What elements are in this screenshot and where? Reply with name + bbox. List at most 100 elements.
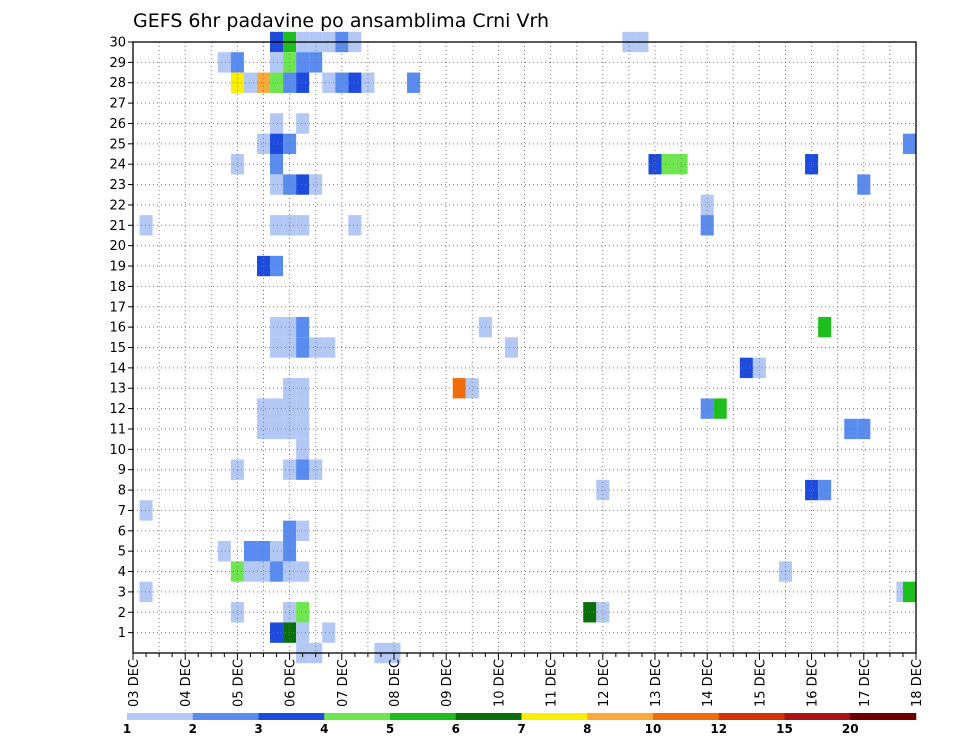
x-tick-label: 10 DEC xyxy=(492,659,507,707)
x-tick-label: 11 DEC xyxy=(545,659,560,707)
x-tick-label: 05 DEC xyxy=(231,659,246,707)
heatmap-cell xyxy=(322,622,336,643)
y-tick-label: 5 xyxy=(118,545,126,560)
heatmap-cell xyxy=(256,133,271,155)
heatmap-cell xyxy=(296,520,310,541)
heatmap-cell xyxy=(270,215,284,236)
heatmap-cell xyxy=(700,215,714,236)
colorbar-swatch xyxy=(521,713,588,720)
heatmap-cell xyxy=(270,255,284,277)
y-tick-label: 8 xyxy=(118,484,126,499)
heatmap-cell xyxy=(139,581,153,603)
colorbar-label: 8 xyxy=(583,722,591,736)
y-axis-ticks: 1234567891011121314151617181920212223242… xyxy=(109,36,133,641)
colorbar-label: 12 xyxy=(710,722,727,736)
heatmap-cell xyxy=(270,540,284,562)
heatmap-cell xyxy=(322,72,336,93)
heatmap-cell xyxy=(648,154,662,175)
x-tick-label: 12 DEC xyxy=(597,659,612,707)
y-tick-label: 21 xyxy=(109,219,126,234)
heatmap-cell xyxy=(739,357,753,379)
y-tick-label: 30 xyxy=(109,36,126,51)
x-tick-label: 17 DEC xyxy=(858,659,873,707)
colorbar-label: 3 xyxy=(254,722,262,736)
heatmap-cell xyxy=(270,72,284,93)
heatmap-cell xyxy=(309,459,323,480)
heatmap-cell xyxy=(296,602,310,623)
heatmap-cell xyxy=(296,398,310,419)
heatmap-cell xyxy=(256,561,271,582)
colorbar-swatch xyxy=(192,713,259,720)
y-tick-label: 22 xyxy=(109,198,126,213)
y-tick-label: 11 xyxy=(109,422,126,437)
heatmap-cell xyxy=(256,418,271,440)
heatmap-cells xyxy=(139,31,916,664)
colorbar-label: 15 xyxy=(776,722,793,736)
heatmap-cell xyxy=(243,540,257,562)
heatmap-cell xyxy=(296,72,310,93)
y-tick-label: 6 xyxy=(118,524,126,539)
colorbar-label: 5 xyxy=(386,722,394,736)
colorbar-legend: 1 2 3 4 5 6 7 8 10 12 15 20 xyxy=(123,713,917,736)
y-tick-label: 10 xyxy=(109,443,126,458)
y-tick-label: 20 xyxy=(109,239,126,254)
heatmap-cell xyxy=(296,113,310,134)
y-tick-label: 7 xyxy=(118,504,126,519)
heatmap-cell xyxy=(217,540,231,562)
x-tick-label: 09 DEC xyxy=(440,659,455,707)
x-tick-label: 04 DEC xyxy=(179,659,194,707)
heatmap-cell xyxy=(296,418,310,440)
heatmap-cell xyxy=(805,154,819,175)
heatmap-cell xyxy=(713,398,727,419)
colorbar-label: 4 xyxy=(320,722,328,736)
heatmap-cell xyxy=(270,52,284,73)
heatmap-cell xyxy=(270,418,284,440)
heatmap-cell xyxy=(452,378,466,399)
heatmap-cell xyxy=(243,561,257,582)
heatmap-cell xyxy=(596,602,610,623)
heatmap-cell xyxy=(270,154,284,175)
heatmap-cell xyxy=(256,540,271,562)
y-tick-label: 18 xyxy=(109,280,126,295)
y-tick-label: 25 xyxy=(109,137,126,152)
y-tick-label: 9 xyxy=(118,463,126,478)
heatmap-cell xyxy=(296,337,310,358)
x-tick-label: 18 DEC xyxy=(910,659,925,707)
heatmap-cell xyxy=(270,113,284,134)
colorbar-swatch xyxy=(258,713,325,720)
grid-lines xyxy=(133,41,916,653)
heatmap-cell xyxy=(309,174,323,195)
y-tick-label: 17 xyxy=(109,300,126,315)
heatmap-cell xyxy=(270,398,284,419)
heatmap-cell xyxy=(217,52,231,73)
heatmap-cell xyxy=(256,398,271,419)
colorbar-swatch xyxy=(850,713,917,720)
heatmap-cell xyxy=(296,561,310,582)
heatmap-cell xyxy=(296,174,310,195)
y-tick-label: 2 xyxy=(118,606,126,621)
y-tick-label: 12 xyxy=(109,402,126,417)
heatmap-cell xyxy=(296,622,310,643)
x-tick-label: 03 DEC xyxy=(127,659,142,707)
x-tick-label: 08 DEC xyxy=(388,659,403,707)
colorbar-label: 1 xyxy=(123,722,131,736)
heatmap-cell xyxy=(296,215,310,236)
heatmap-cell xyxy=(818,479,832,501)
heatmap-cell xyxy=(322,337,336,358)
heatmap-cell xyxy=(270,561,284,582)
heatmap-cell xyxy=(700,398,714,419)
heatmap-cell xyxy=(296,439,310,460)
y-tick-label: 14 xyxy=(109,361,126,376)
y-tick-label: 23 xyxy=(109,178,126,193)
y-tick-label: 16 xyxy=(109,321,126,336)
colorbar-label: 10 xyxy=(645,722,662,736)
heatmap-cell xyxy=(270,174,284,195)
y-tick-label: 15 xyxy=(109,341,126,356)
x-tick-label: 16 DEC xyxy=(806,659,821,707)
heatmap-cell xyxy=(243,72,257,93)
heatmap-cell xyxy=(309,337,323,358)
colorbar-swatch xyxy=(324,713,391,720)
colorbar-swatch xyxy=(390,713,457,720)
heatmap-cell xyxy=(818,316,832,338)
